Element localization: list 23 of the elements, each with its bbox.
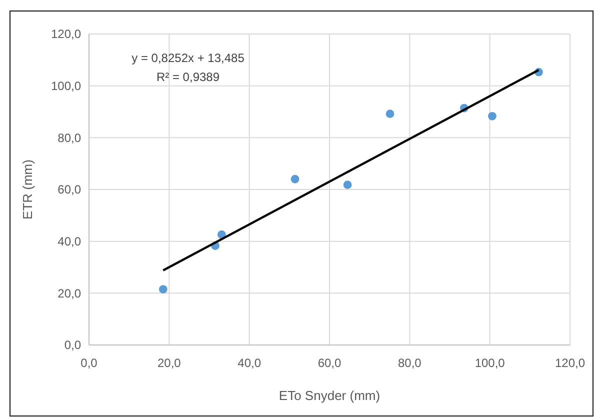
point bbox=[158, 285, 168, 294]
annotation: y = 0,8252x + 13,485 bbox=[132, 51, 245, 65]
y-tick-label: 40,0 bbox=[58, 234, 82, 249]
y-tick-label: 0,0 bbox=[64, 338, 82, 352]
x-tick-label: 100,0 bbox=[474, 356, 506, 370]
y-tick-label: 100,0 bbox=[50, 79, 82, 94]
x-tick-label: 0,0 bbox=[80, 356, 98, 370]
y-axis-title: ETR (mm) bbox=[20, 160, 35, 220]
y-tick-label: 60,0 bbox=[58, 182, 82, 197]
y-tick-label: 120,0 bbox=[50, 27, 82, 42]
point bbox=[343, 180, 352, 190]
x-axis-title: ETo Snyder (mm) bbox=[278, 388, 380, 403]
y-tick-label: 80,0 bbox=[58, 130, 82, 145]
y-tick-label: 20,0 bbox=[58, 286, 82, 300]
point bbox=[290, 174, 300, 184]
x-tick-label: 20,0 bbox=[157, 356, 182, 370]
x-tick-label: 120,0 bbox=[554, 356, 586, 370]
point bbox=[386, 110, 394, 118]
x-tick-label: 60,0 bbox=[318, 356, 342, 370]
point bbox=[488, 112, 496, 120]
annotation: R² = 0,9389 bbox=[156, 70, 220, 84]
x-tick-label: 40,0 bbox=[238, 356, 262, 370]
x-tick-label: 80,0 bbox=[398, 356, 422, 370]
